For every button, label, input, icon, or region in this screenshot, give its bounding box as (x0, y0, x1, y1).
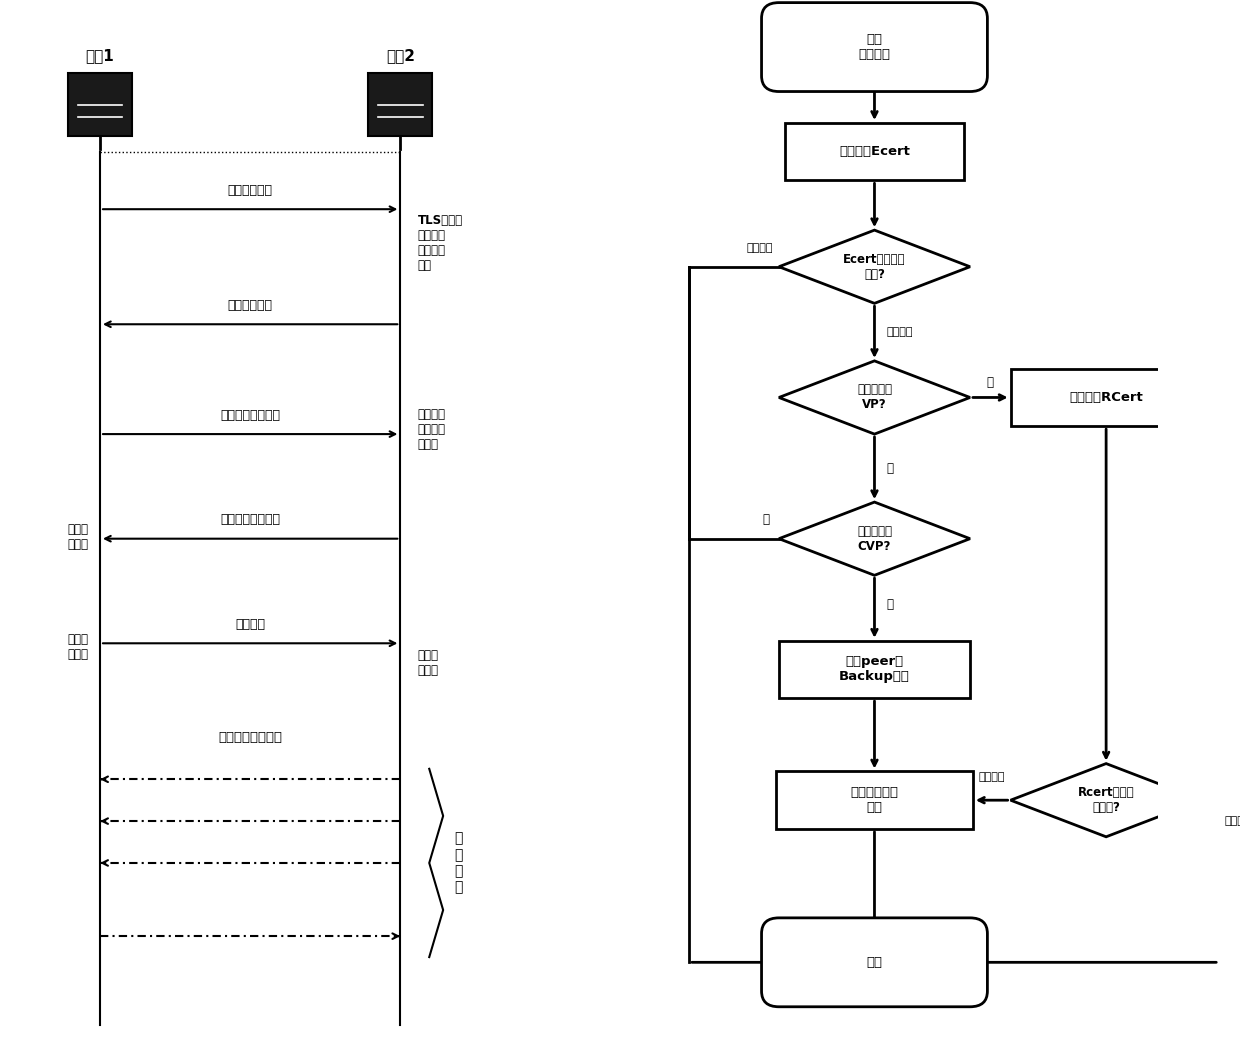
Bar (776, 772, 973, 828)
Text: 否: 否 (887, 461, 893, 475)
Text: 发送身份认证信息: 发送身份认证信息 (221, 409, 280, 422)
Polygon shape (779, 502, 970, 575)
FancyBboxPatch shape (761, 918, 987, 1006)
Polygon shape (779, 230, 970, 303)
Text: 建立加密通信
连接: 建立加密通信 连接 (851, 787, 899, 814)
Text: Ecert验证是否
通过?: Ecert验证是否 通过? (843, 253, 905, 280)
Text: 节点1: 节点1 (86, 48, 114, 63)
Bar (368, 73, 433, 136)
Text: 生成对
称密钥: 生成对 称密钥 (67, 633, 88, 661)
Text: 验证对
方身份: 验证对 方身份 (67, 523, 88, 551)
Text: 验证失败: 验证失败 (746, 243, 773, 253)
Text: 验证失败: 验证失败 (1225, 816, 1240, 826)
Text: 验证对方
身份，验
证通过: 验证对方 身份，验 证通过 (418, 408, 445, 451)
Bar (785, 122, 965, 180)
Text: TLS连接建
立，准备
进行身份
认证: TLS连接建 立，准备 进行身份 认证 (418, 214, 463, 272)
Text: 是: 是 (987, 377, 993, 389)
Bar (68, 73, 131, 136)
Text: 加
密
通
信: 加 密 通 信 (455, 832, 463, 894)
Text: 验证通过: 验证通过 (978, 772, 1004, 782)
Text: 验证对端RCert: 验证对端RCert (1069, 391, 1143, 404)
Text: 给该peer做
Backup标记: 给该peer做 Backup标记 (839, 656, 910, 683)
Bar (1011, 368, 1202, 427)
Text: Rcert验证是
否通过?: Rcert验证是 否通过? (1078, 787, 1135, 814)
Text: 响应连接请求: 响应连接请求 (228, 299, 273, 312)
Bar (779, 640, 970, 699)
Text: 对端是否为
VP?: 对端是否为 VP? (857, 384, 892, 411)
Text: 生成对
称密钥: 生成对 称密钥 (418, 649, 439, 677)
Text: 发起连接请求: 发起连接请求 (228, 184, 273, 197)
Text: 发送身份认证信息: 发送身份认证信息 (221, 514, 280, 526)
Text: 节点2: 节点2 (386, 48, 415, 63)
Text: 结束: 结束 (867, 956, 883, 969)
Polygon shape (779, 361, 970, 434)
Text: 验证对端Ecert: 验证对端Ecert (839, 145, 910, 158)
Text: 验证通过: 验证通过 (236, 618, 265, 631)
Text: 否: 否 (763, 514, 770, 526)
Text: 开始
身份认证: 开始 身份认证 (858, 33, 890, 61)
Text: 验证通过: 验证通过 (887, 327, 913, 337)
Text: 对端是否为
CVP?: 对端是否为 CVP? (857, 525, 892, 552)
Text: 是: 是 (887, 597, 893, 611)
Text: 加密通信连接建立: 加密通信连接建立 (218, 731, 283, 744)
FancyBboxPatch shape (761, 3, 987, 92)
Polygon shape (1011, 764, 1202, 837)
